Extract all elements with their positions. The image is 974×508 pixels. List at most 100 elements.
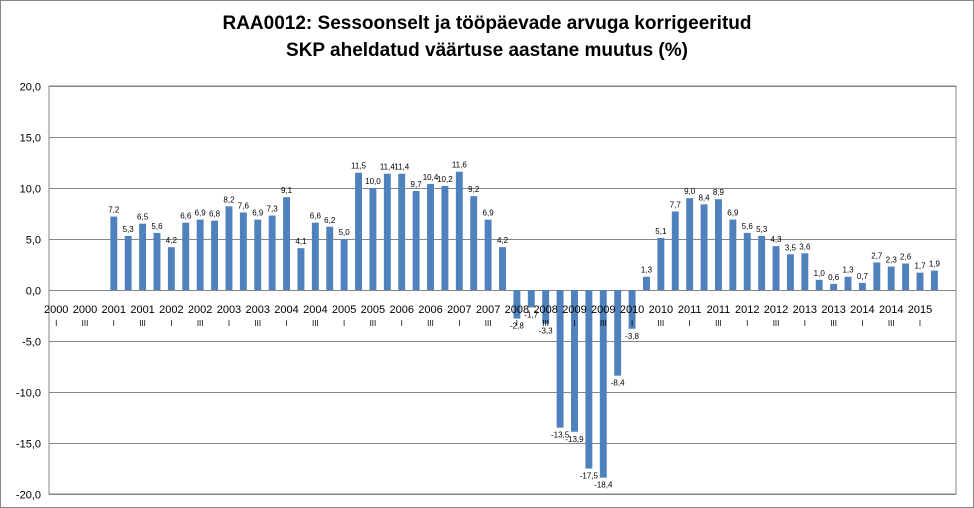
- x-quarter-label: III: [485, 319, 492, 328]
- bar: [340, 239, 348, 290]
- bar: [254, 219, 262, 290]
- bar: [124, 235, 132, 290]
- bar: [153, 232, 161, 290]
- x-tick-label: 2012: [764, 304, 788, 316]
- x-quarter-label: I: [343, 319, 345, 328]
- data-label: 2,7: [871, 251, 883, 260]
- x-tick-label: 2009: [591, 304, 615, 316]
- data-label: 6,5: [137, 213, 149, 222]
- bar: [398, 173, 406, 290]
- bar: [369, 188, 377, 290]
- data-label: 9,1: [281, 186, 293, 195]
- bar: [657, 237, 665, 290]
- x-quarter-label: III: [82, 319, 89, 328]
- data-label: 6,6: [180, 212, 192, 221]
- data-label: 7,6: [238, 201, 250, 210]
- x-tick-label: 2009: [562, 304, 586, 316]
- x-quarter-label: III: [773, 319, 780, 328]
- x-tick-label: 2002: [159, 304, 183, 316]
- data-label: 1,3: [641, 266, 653, 275]
- bar: [268, 215, 276, 290]
- x-tick-label: 2014: [879, 304, 903, 316]
- data-label: 6,9: [252, 209, 264, 218]
- bar: [239, 212, 247, 290]
- bar: [355, 172, 362, 290]
- chart-title: RAA0012: Sessoonselt ja tööpäevade arvug…: [0, 10, 974, 64]
- bar: [527, 290, 535, 308]
- data-label: 1,7: [914, 262, 926, 271]
- x-quarter-label: I: [55, 319, 57, 328]
- data-label: -8,4: [611, 379, 625, 388]
- bar: [729, 219, 737, 290]
- y-tick-label: 0,0: [26, 286, 41, 298]
- y-tick-label: -5,0: [22, 337, 41, 349]
- bar: [470, 196, 478, 290]
- data-label: 7,3: [267, 205, 279, 214]
- data-label: 1,3: [842, 266, 854, 275]
- data-label: 11,4: [394, 163, 410, 172]
- data-label: 6,9: [727, 209, 739, 218]
- data-label: 1,0: [814, 269, 826, 278]
- data-label: 11,5: [351, 162, 367, 171]
- x-quarter-label: I: [689, 319, 691, 328]
- x-quarter-label: I: [401, 319, 403, 328]
- bar: [786, 254, 794, 290]
- x-quarter-label: I: [919, 319, 921, 328]
- x-quarter-label: III: [830, 319, 837, 328]
- data-label: -1,7: [524, 310, 538, 319]
- x-quarter-label: I: [861, 319, 863, 328]
- bar: [283, 197, 291, 290]
- x-tick-label: 2004: [303, 304, 327, 316]
- bar: [930, 270, 938, 290]
- data-label: 6,6: [310, 212, 322, 221]
- y-tick-label: -20,0: [16, 490, 41, 502]
- bar: [441, 185, 449, 290]
- bar: [556, 290, 564, 428]
- x-quarter-label: I: [113, 319, 115, 328]
- data-label: 5,6: [151, 222, 163, 231]
- bar: [743, 232, 751, 290]
- bar: [139, 223, 147, 290]
- bar: [383, 173, 391, 290]
- x-quarter-label: III: [254, 319, 261, 328]
- data-label: -13,9: [565, 435, 584, 444]
- data-label: 9,2: [468, 185, 480, 194]
- bar: [758, 235, 766, 290]
- data-label: 6,2: [324, 216, 336, 225]
- bar: [628, 290, 636, 329]
- data-label: 3,6: [799, 242, 811, 251]
- x-quarter-label: I: [516, 319, 518, 328]
- x-quarter-label: III: [197, 319, 204, 328]
- x-tick-label: 2000: [44, 304, 68, 316]
- data-label: 5,6: [742, 222, 754, 231]
- data-label: 6,9: [483, 209, 495, 218]
- data-label: 5,1: [655, 227, 667, 236]
- data-label: -2,8: [510, 322, 524, 331]
- x-quarter-label: I: [458, 319, 460, 328]
- x-tick-label: 2003: [217, 304, 241, 316]
- bar: [167, 247, 175, 290]
- data-label: 9,0: [684, 187, 696, 196]
- x-tick-label: 2011: [707, 304, 731, 316]
- bar: [801, 253, 809, 290]
- bar: [455, 171, 463, 290]
- y-tick-label: 10,0: [20, 184, 41, 196]
- y-tick-label: -15,0: [16, 439, 41, 451]
- data-label: 6,9: [195, 209, 207, 218]
- x-quarter-label: III: [542, 319, 549, 328]
- x-tick-label: 2003: [246, 304, 270, 316]
- data-label: 7,7: [670, 200, 682, 209]
- data-label: 11,6: [452, 161, 468, 170]
- x-tick-label: 2000: [73, 304, 97, 316]
- bar: [686, 198, 694, 290]
- data-label: 8,2: [223, 195, 235, 204]
- bar: [412, 191, 420, 290]
- data-label: 9,7: [411, 180, 423, 189]
- bar: [643, 276, 650, 290]
- data-label: 8,4: [698, 193, 710, 202]
- x-quarter-label: III: [888, 319, 895, 328]
- bar: [571, 290, 578, 432]
- x-tick-label: 2010: [620, 304, 644, 316]
- x-quarter-label: III: [370, 319, 377, 328]
- bar: [614, 290, 622, 376]
